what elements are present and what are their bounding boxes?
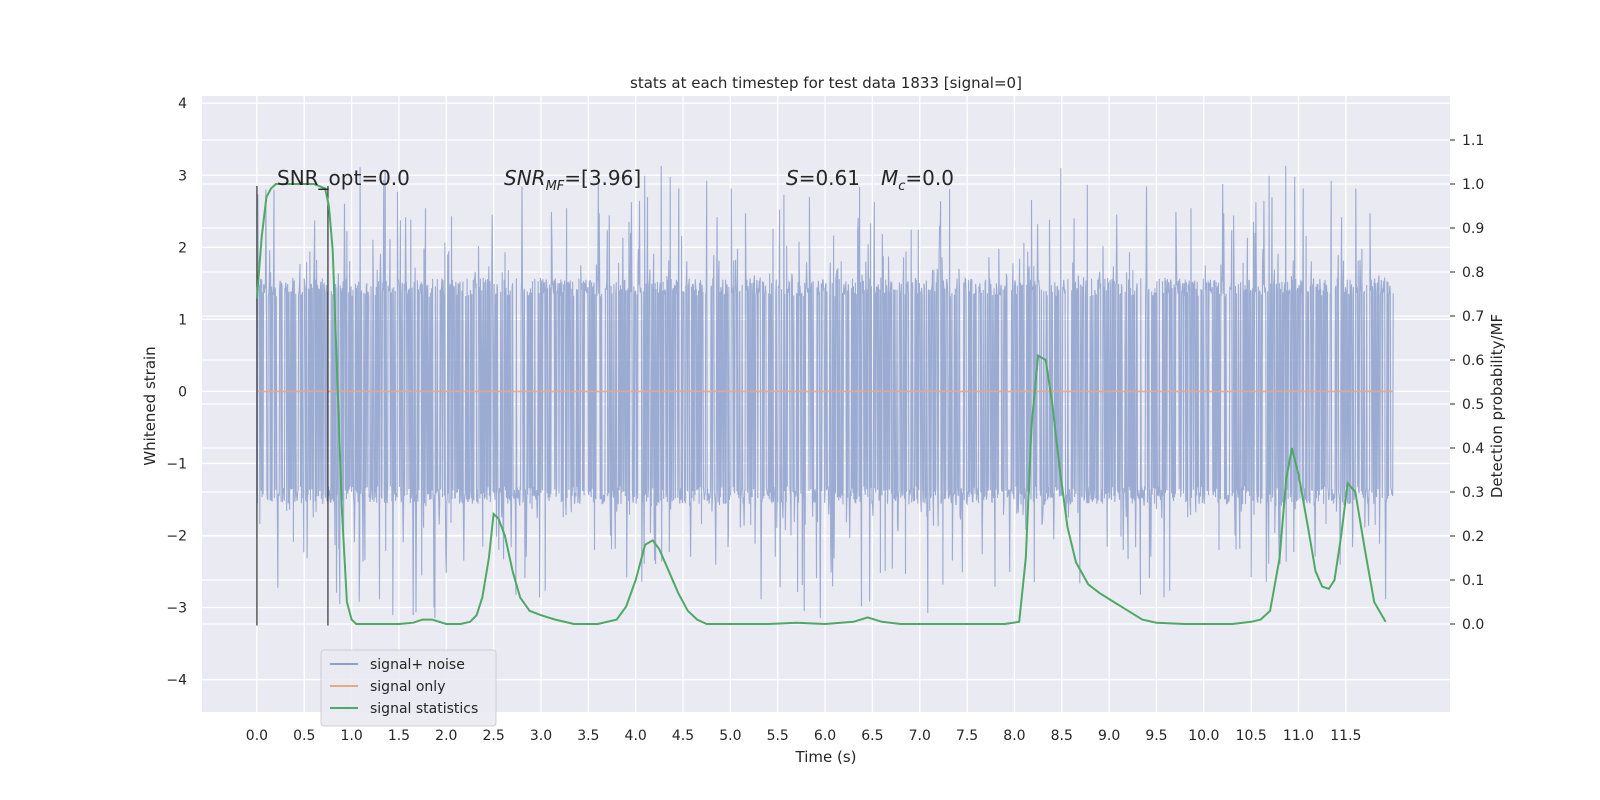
snr-mf-symbol: SNR (504, 166, 546, 190)
signal-noise-trace (256, 165, 1394, 619)
y-tick-label: −3 (166, 601, 187, 617)
x-tick-label: 5.0 (719, 728, 741, 744)
y2-tick-label: 0.8 (1462, 265, 1484, 281)
legend-label-signal-statistics: signal statistics (370, 701, 478, 717)
x-tick-labels: 0.0 0.5 1.0 1.5 2.0 2.5 3.0 3.5 4.0 4.5 5.0 5.5 6.0 6… (246, 728, 1362, 744)
mc-subscript: c (898, 179, 905, 194)
y2-tick-label: 0.0 (1462, 617, 1484, 633)
y2-tick-label: 0.4 (1462, 441, 1484, 457)
y-tick-label: −1 (166, 456, 187, 472)
signal-statistics-line (255, 183, 1387, 626)
y-tick-label: 3 (178, 168, 187, 184)
y-tick-labels: 4 3 2 1 0 −1 −2 −3 −4 (166, 96, 187, 688)
x-tick-label: 6.5 (861, 728, 883, 744)
y-tick-label: −2 (166, 528, 187, 544)
legend: signal+ noise signal only signal statist… (320, 649, 497, 727)
y-tick-label: 0 (178, 384, 187, 400)
marker-lines (256, 186, 329, 626)
x-tick-label: 11.0 (1283, 728, 1314, 744)
y-tick-label: 2 (178, 240, 187, 256)
x-tick-label: 10.0 (1188, 728, 1219, 744)
s-value: =0.61 (799, 166, 860, 190)
y2-tick-label: 1.0 (1462, 177, 1484, 193)
mc-value: =0.0 (905, 166, 954, 190)
y2-tick-label: 0.1 (1462, 573, 1484, 589)
legend-box (320, 649, 497, 727)
x-tick-label: 1.5 (388, 728, 410, 744)
x-tick-label: 2.0 (435, 728, 457, 744)
annotation-mc: Mc=0.0 (881, 166, 954, 194)
y2-tick-label: 1.1 (1462, 133, 1484, 149)
y2-tick-label: 0.7 (1462, 309, 1484, 325)
annotation-snr-opt: SNR_opt=0.0 (277, 166, 410, 190)
snr-mf-subscript: MF (546, 179, 565, 194)
y-tick-label: 4 (178, 96, 187, 112)
x-tick-label: 0.0 (246, 728, 268, 744)
y-axis-label: Whitened strain (141, 346, 159, 465)
annotation-snr-mf: SNRMF=[3.96] (504, 166, 641, 194)
annotation-s: S=0.61 (786, 166, 860, 190)
legend-label-signal-only: signal only (370, 679, 445, 695)
x-tick-label: 1.0 (340, 728, 362, 744)
legend-label-signal-noise: signal+ noise (370, 657, 465, 673)
x-tick-label: 9.5 (1145, 728, 1167, 744)
snr-mf-value: =[3.96] (564, 166, 641, 190)
x-tick-label: 10.5 (1236, 728, 1267, 744)
y2-tick-label: 0.6 (1462, 353, 1484, 369)
x-tick-label: 8.5 (1051, 728, 1073, 744)
x-tick-label: 11.5 (1330, 728, 1361, 744)
x-tick-label: 4.0 (625, 728, 647, 744)
x-tick-label: 7.0 (909, 728, 931, 744)
mc-symbol: M (881, 166, 898, 190)
s-symbol: S (786, 166, 799, 190)
x-tick-label: 5.5 (767, 728, 789, 744)
x-tick-label: 4.5 (672, 728, 694, 744)
chart-title: stats at each timestep for test data 183… (630, 74, 1022, 92)
x-tick-label: 6.0 (814, 728, 836, 744)
y2-tick-label: 0.3 (1462, 485, 1484, 501)
x-tick-label: 7.5 (956, 728, 978, 744)
x-tick-label: 9.0 (1098, 728, 1120, 744)
y2-tick-label: 0.5 (1462, 397, 1484, 413)
x-tick-label: 3.0 (530, 728, 552, 744)
signal-noise-series (256, 165, 1394, 619)
y-tick-label: −4 (166, 673, 187, 689)
x-tick-label: 0.5 (293, 728, 315, 744)
x-tick-label: 2.5 (483, 728, 505, 744)
y-tick-label: 1 (178, 312, 187, 328)
x-tick-label: 8.0 (1003, 728, 1025, 744)
x-axis-label: Time (s) (795, 748, 857, 766)
y2-axis-label: Detection probability/MF (1488, 314, 1506, 498)
y2-tick-label: 0.2 (1462, 529, 1484, 545)
x-tick-label: 3.5 (577, 728, 599, 744)
y2-tick-labels: 1.1 1.0 0.9 0.8 0.7 0.6 0.5 0.4 0.3 0.2 0.1 0.0 (1450, 133, 1484, 633)
y2-tick-label: 0.9 (1462, 221, 1484, 237)
